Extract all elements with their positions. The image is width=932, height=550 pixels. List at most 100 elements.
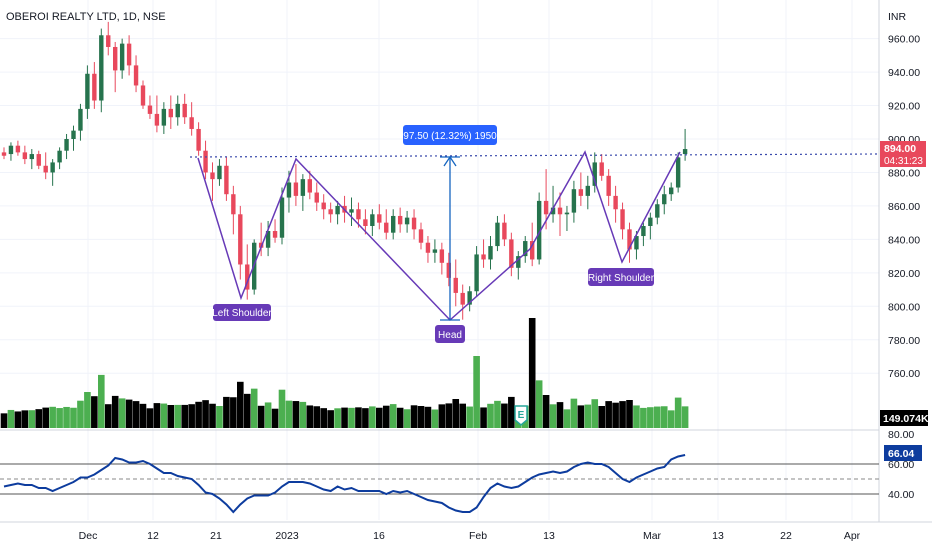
volume-bar <box>410 405 418 428</box>
candle-body <box>50 162 55 173</box>
candle-body <box>432 249 438 253</box>
right-shoulder-label[interactable]: Right Shoulder <box>588 268 655 286</box>
candle-body <box>64 139 69 151</box>
candle-body <box>606 175 611 196</box>
volume-bar <box>118 398 126 428</box>
measure-label[interactable]: 97.50 (12.32%) 1950 <box>403 125 497 145</box>
time-tick-label: Dec <box>79 530 98 542</box>
volume-bar <box>542 395 550 428</box>
volume-bar <box>396 407 404 428</box>
left-shoulder-text: Left Shoulder <box>212 308 272 319</box>
candle-body <box>550 207 556 215</box>
volume-bar <box>250 388 258 428</box>
volume-bar <box>334 408 341 428</box>
price-tick-label: 940.00 <box>888 67 920 79</box>
candle <box>119 38 125 79</box>
volume-bar <box>139 403 147 428</box>
volume-bar <box>292 401 300 428</box>
candle <box>133 55 139 93</box>
price-axis[interactable]: 760.00 780.00 800.00 820.00 840.00 860.00 880.… <box>888 34 920 501</box>
candle-body <box>648 217 653 226</box>
candle <box>92 62 97 109</box>
candle-body <box>217 165 222 180</box>
candle-body <box>22 152 28 160</box>
candle <box>15 140 21 156</box>
volume-bar <box>640 407 647 428</box>
candle-body <box>377 214 382 223</box>
candle <box>8 142 14 161</box>
candle <box>377 204 382 230</box>
candle <box>648 212 653 240</box>
volume-bar <box>584 404 592 428</box>
candle <box>675 152 681 193</box>
candle <box>175 95 180 126</box>
time-axis[interactable]: Dec 12 21 2023 16 Feb 13 Mar 13 22 Apr <box>79 530 861 542</box>
price-tick-label: 800.00 <box>888 301 920 313</box>
candle-body <box>634 236 639 250</box>
candle <box>78 103 83 141</box>
volume-bar <box>188 404 195 428</box>
volume-bar <box>0 413 8 428</box>
candle-body <box>57 150 62 163</box>
candle <box>682 128 688 161</box>
candle-body <box>488 246 493 260</box>
candle-body <box>669 187 674 195</box>
candle <box>293 164 299 206</box>
head-bg <box>435 325 465 343</box>
head-label[interactable]: Head <box>435 325 465 343</box>
candle-body <box>425 242 431 253</box>
measure-label-text: 97.50 (12.32%) 1950 <box>403 131 497 142</box>
price-tick-label: 760.00 <box>888 368 920 380</box>
candle <box>627 222 632 263</box>
currency-label: INR <box>888 11 907 23</box>
candle-body <box>495 222 500 247</box>
volume-badge-value: 149.074K <box>883 413 929 425</box>
candle-body <box>523 241 528 257</box>
earnings-marker[interactable]: E <box>514 405 528 426</box>
candle <box>85 65 90 119</box>
volume-bar <box>681 406 689 428</box>
candle <box>189 102 194 136</box>
candle <box>669 182 674 201</box>
candle <box>425 236 431 263</box>
left-shoulder-label[interactable]: Left Shoulder <box>212 304 272 321</box>
time-tick-label: 21 <box>210 530 222 542</box>
candle <box>585 175 590 210</box>
volume-bar <box>487 403 494 428</box>
volume-bar <box>355 407 362 428</box>
candle <box>613 185 618 223</box>
candle <box>224 157 229 201</box>
candle-body <box>418 229 424 243</box>
candle-body <box>397 215 403 225</box>
volume-bar <box>35 409 43 428</box>
price-badge-bg <box>880 141 926 167</box>
candle <box>147 95 153 119</box>
candle-body <box>585 185 590 196</box>
candle-body <box>627 229 632 250</box>
candle <box>662 185 667 215</box>
candle-body <box>446 262 451 278</box>
price-tick-label: 880.00 <box>888 167 920 179</box>
candle-body <box>29 154 34 160</box>
candle <box>363 209 368 235</box>
right-shoulder-bg <box>588 268 654 286</box>
volume-bar <box>382 405 390 428</box>
candle-body <box>133 65 139 86</box>
time-tick-label: Apr <box>844 530 861 542</box>
candle <box>453 259 458 307</box>
candle-body <box>168 108 173 118</box>
candle <box>502 214 507 247</box>
candle-body <box>231 194 236 215</box>
volume-bar <box>146 408 154 428</box>
candle-body <box>557 207 563 215</box>
candle-body <box>126 43 132 66</box>
volume-bar <box>243 393 251 428</box>
candle-body <box>599 162 604 176</box>
candle <box>36 150 41 170</box>
price-tick-label: 920.00 <box>888 101 920 113</box>
candle-body <box>85 73 90 109</box>
candle <box>140 80 146 109</box>
volume-bar <box>619 401 626 428</box>
volume-bar <box>362 408 369 428</box>
